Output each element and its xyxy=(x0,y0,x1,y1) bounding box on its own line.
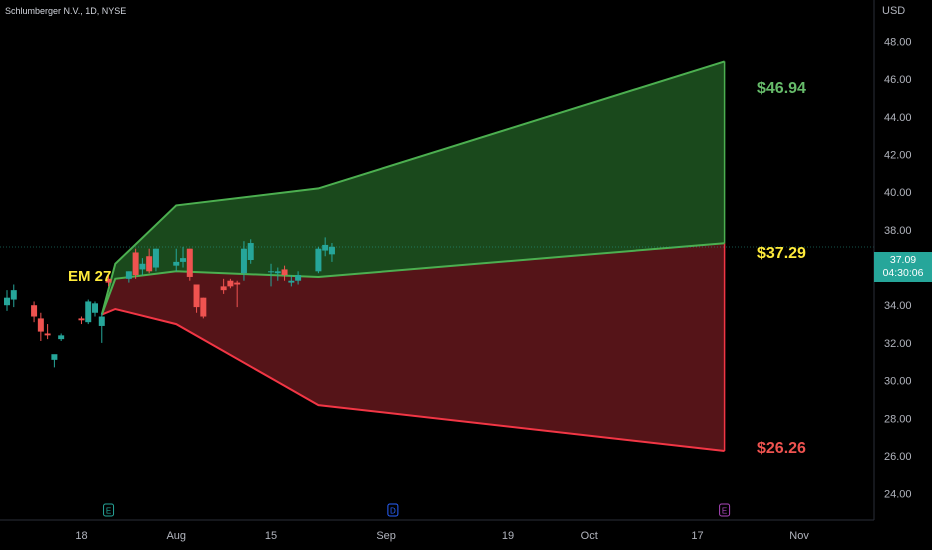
last-price-value: 37.09 xyxy=(889,254,917,266)
y-tick-label: 26.00 xyxy=(884,451,912,463)
x-tick-label: 19 xyxy=(502,530,514,542)
y-tick-label: 38.00 xyxy=(884,225,912,237)
candle-body xyxy=(98,316,105,326)
lower-band-line xyxy=(101,307,725,452)
candle-body xyxy=(186,248,193,277)
event-marker-letter: E xyxy=(106,507,111,516)
candle-body xyxy=(58,335,65,340)
candle-body xyxy=(193,284,200,308)
candle-body xyxy=(328,246,335,255)
event-marker-box xyxy=(387,503,399,517)
candle-body xyxy=(139,263,146,270)
candle-body xyxy=(125,271,132,279)
x-tick-label: Aug xyxy=(166,530,186,542)
candle-body xyxy=(37,318,44,332)
bar-countdown: 04:30:06 xyxy=(882,267,924,279)
y-tick-label: 40.00 xyxy=(884,187,912,199)
x-tick-label: 15 xyxy=(265,530,277,542)
y-tick-label: 46.00 xyxy=(884,74,912,86)
candle-body xyxy=(173,261,180,266)
candle-body xyxy=(31,305,38,317)
candle-body xyxy=(51,354,58,360)
candle-body xyxy=(132,252,139,276)
candle-body xyxy=(268,271,275,273)
event-marker-box xyxy=(103,503,115,517)
upper-band-fill xyxy=(101,61,725,315)
candle-body xyxy=(247,243,254,260)
upper-target-label: $46.94 xyxy=(757,80,806,97)
y-tick-label: 30.00 xyxy=(884,376,912,388)
y-tick-label: 32.00 xyxy=(884,338,912,350)
candle-body xyxy=(220,286,227,291)
time-axis[interactable]: 18 Aug 15 Sep 19 Oct 17 Nov xyxy=(75,530,809,542)
y-tick-label: 24.00 xyxy=(884,489,912,501)
candle-body xyxy=(200,297,207,317)
lower-band-fill xyxy=(101,243,725,451)
candle-body xyxy=(85,301,92,323)
last-price-tag: 37.09 04:30:06 xyxy=(874,252,932,282)
candle-body xyxy=(227,280,234,287)
em-label: EM 27 xyxy=(68,268,112,285)
event-marker-box xyxy=(719,503,731,517)
y-tick-label: 48.00 xyxy=(884,36,912,48)
y-tick-label: 28.00 xyxy=(884,413,912,425)
x-tick-label: 17 xyxy=(691,530,703,542)
candle-body xyxy=(10,290,17,300)
candle-body xyxy=(274,271,281,274)
x-tick-label: Oct xyxy=(581,530,598,542)
x-tick-label: Nov xyxy=(789,530,809,542)
candle-body xyxy=(180,258,187,262)
candle-body xyxy=(288,280,295,283)
candle-body xyxy=(92,303,99,313)
x-tick-label: Sep xyxy=(376,530,396,542)
symbol-title: Schlumberger N.V., 1D, NYSE xyxy=(5,6,127,16)
currency-label: USD xyxy=(882,5,906,17)
candle-body xyxy=(105,278,112,283)
candle-body xyxy=(315,248,322,272)
candle-body xyxy=(152,248,159,268)
y-tick-label: 34.00 xyxy=(884,300,912,312)
candle-body xyxy=(78,318,85,321)
candle-body xyxy=(4,297,10,306)
candle-body xyxy=(234,282,241,285)
candle-body xyxy=(281,269,288,276)
x-tick-label: 18 xyxy=(75,530,87,542)
candle-body xyxy=(322,244,329,251)
y-tick-label: 44.00 xyxy=(884,112,912,124)
lower-target-label: $26.26 xyxy=(757,440,806,457)
candle-body xyxy=(295,275,302,281)
event-marker-letter: D xyxy=(390,507,396,516)
y-tick-label: 42.00 xyxy=(884,149,912,161)
candle-body xyxy=(44,333,51,336)
mid-target-label: $37.29 xyxy=(757,245,806,262)
candle-body xyxy=(240,248,247,274)
candles-layer xyxy=(4,237,335,368)
event-marker-letter: E xyxy=(722,507,727,516)
candle-body xyxy=(146,256,153,272)
